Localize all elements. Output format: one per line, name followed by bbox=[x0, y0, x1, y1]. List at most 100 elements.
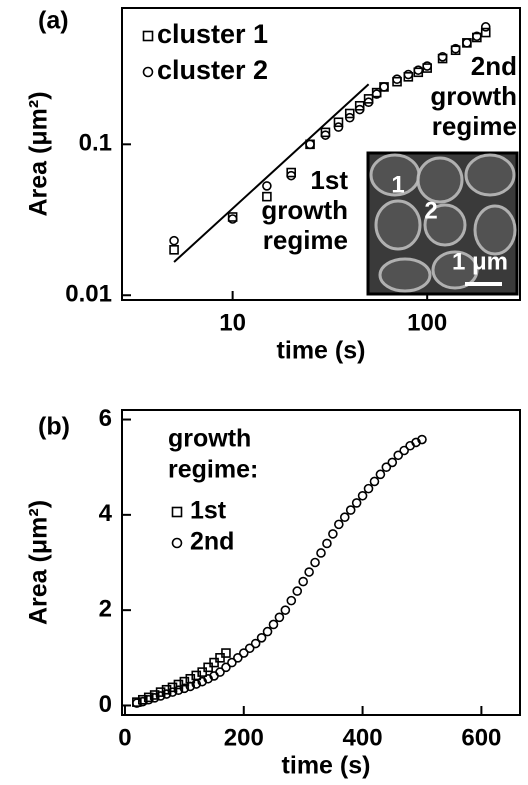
marker-square bbox=[333, 117, 344, 128]
marker-circle bbox=[167, 687, 178, 697]
marker-circle bbox=[173, 685, 184, 696]
marker-circle bbox=[345, 505, 356, 515]
marker-square bbox=[161, 684, 172, 695]
marker-circle bbox=[462, 38, 472, 48]
marker-circle bbox=[339, 512, 350, 523]
panel-label: (b) bbox=[38, 413, 70, 441]
marker-circle bbox=[334, 519, 344, 530]
marker-circle bbox=[268, 619, 279, 630]
marker-square bbox=[171, 506, 183, 518]
marker-circle bbox=[191, 679, 202, 689]
x-tick-label: 100 bbox=[407, 309, 447, 336]
marker-circle bbox=[333, 122, 344, 132]
y-axis-label: Area (μm²) bbox=[25, 91, 53, 216]
marker-square bbox=[363, 94, 374, 104]
marker-circle bbox=[238, 648, 249, 658]
marker-circle bbox=[256, 632, 267, 643]
marker-circle bbox=[387, 457, 398, 468]
marker-circle bbox=[351, 498, 362, 508]
marker-circle bbox=[179, 683, 190, 694]
marker-circle bbox=[344, 112, 355, 123]
marker-square bbox=[262, 191, 272, 202]
marker-circle bbox=[262, 181, 272, 191]
marker-circle bbox=[227, 657, 237, 668]
marker-circle bbox=[354, 104, 365, 115]
marker-circle bbox=[437, 51, 448, 62]
marker-circle bbox=[381, 462, 392, 472]
annotation: regime bbox=[263, 225, 348, 255]
plot-frame bbox=[121, 409, 521, 716]
inset-cell bbox=[416, 156, 464, 204]
marker-circle bbox=[379, 82, 389, 92]
inset-cell bbox=[473, 204, 517, 256]
marker-circle bbox=[417, 434, 427, 445]
legend-title: regime: bbox=[168, 456, 258, 484]
marker-circle bbox=[305, 139, 315, 150]
marker-circle bbox=[316, 548, 326, 558]
marker-circle bbox=[250, 638, 261, 649]
marker-circle bbox=[310, 557, 320, 568]
marker-circle bbox=[262, 626, 273, 637]
inset-cell bbox=[423, 203, 467, 247]
x-tick-label: 400 bbox=[343, 724, 383, 751]
x-tick-label: 0 bbox=[118, 724, 131, 751]
marker-circle bbox=[149, 693, 160, 703]
marker-circle bbox=[286, 170, 296, 181]
annotation: 1st bbox=[310, 165, 348, 195]
marker-circle bbox=[227, 214, 238, 224]
marker-circle bbox=[363, 97, 374, 108]
marker-circle bbox=[304, 567, 314, 577]
marker-square bbox=[142, 30, 154, 42]
marker-circle bbox=[369, 476, 380, 487]
inset-cell bbox=[378, 257, 432, 293]
marker-circle bbox=[292, 586, 303, 596]
inset-cell bbox=[374, 199, 422, 251]
y-tick-label: 0.1 bbox=[79, 130, 112, 157]
marker-circle bbox=[185, 681, 196, 692]
marker-square bbox=[344, 108, 355, 119]
marker-circle bbox=[161, 689, 172, 699]
marker-circle bbox=[143, 694, 154, 705]
x-tick-label: 10 bbox=[219, 309, 246, 336]
marker-circle bbox=[142, 66, 154, 78]
y-tick-label: 4 bbox=[99, 500, 113, 527]
marker-circle bbox=[298, 576, 308, 587]
plot-frame bbox=[121, 7, 521, 301]
annotation: growth bbox=[430, 81, 517, 111]
marker-circle bbox=[328, 529, 338, 539]
inset-label: 2 bbox=[424, 197, 437, 224]
marker-circle bbox=[393, 450, 404, 461]
fit-line bbox=[173, 83, 370, 263]
x-axis-label: time (s) bbox=[282, 752, 371, 780]
y-tick-label: 6 bbox=[99, 405, 112, 432]
marker-circle bbox=[357, 490, 368, 501]
marker-circle bbox=[280, 605, 291, 615]
marker-circle bbox=[274, 612, 285, 623]
marker-circle bbox=[244, 643, 255, 654]
inset-cell bbox=[431, 250, 479, 290]
marker-circle bbox=[221, 662, 231, 673]
x-axis-label: time (s) bbox=[277, 337, 366, 365]
marker-circle bbox=[132, 698, 142, 708]
legend-title: growth bbox=[168, 425, 251, 453]
marker-circle bbox=[450, 43, 461, 54]
marker-square bbox=[320, 127, 331, 138]
marker-circle bbox=[169, 235, 179, 246]
inset-label: 1 bbox=[391, 171, 404, 198]
marker-circle bbox=[137, 696, 148, 707]
marker-circle bbox=[413, 65, 424, 75]
marker-circle bbox=[363, 483, 374, 494]
marker-circle bbox=[286, 595, 297, 606]
marker-circle bbox=[233, 653, 243, 663]
marker-circle bbox=[472, 31, 482, 42]
marker-circle bbox=[371, 89, 382, 99]
marker-square bbox=[286, 167, 296, 178]
inset-cell bbox=[464, 153, 516, 197]
marker-circle bbox=[322, 538, 332, 549]
y-tick-label: 2 bbox=[99, 596, 112, 623]
marker-square bbox=[149, 690, 160, 700]
marker-square bbox=[221, 648, 231, 658]
annotation: 2nd bbox=[471, 51, 517, 81]
marker-circle bbox=[171, 537, 183, 549]
